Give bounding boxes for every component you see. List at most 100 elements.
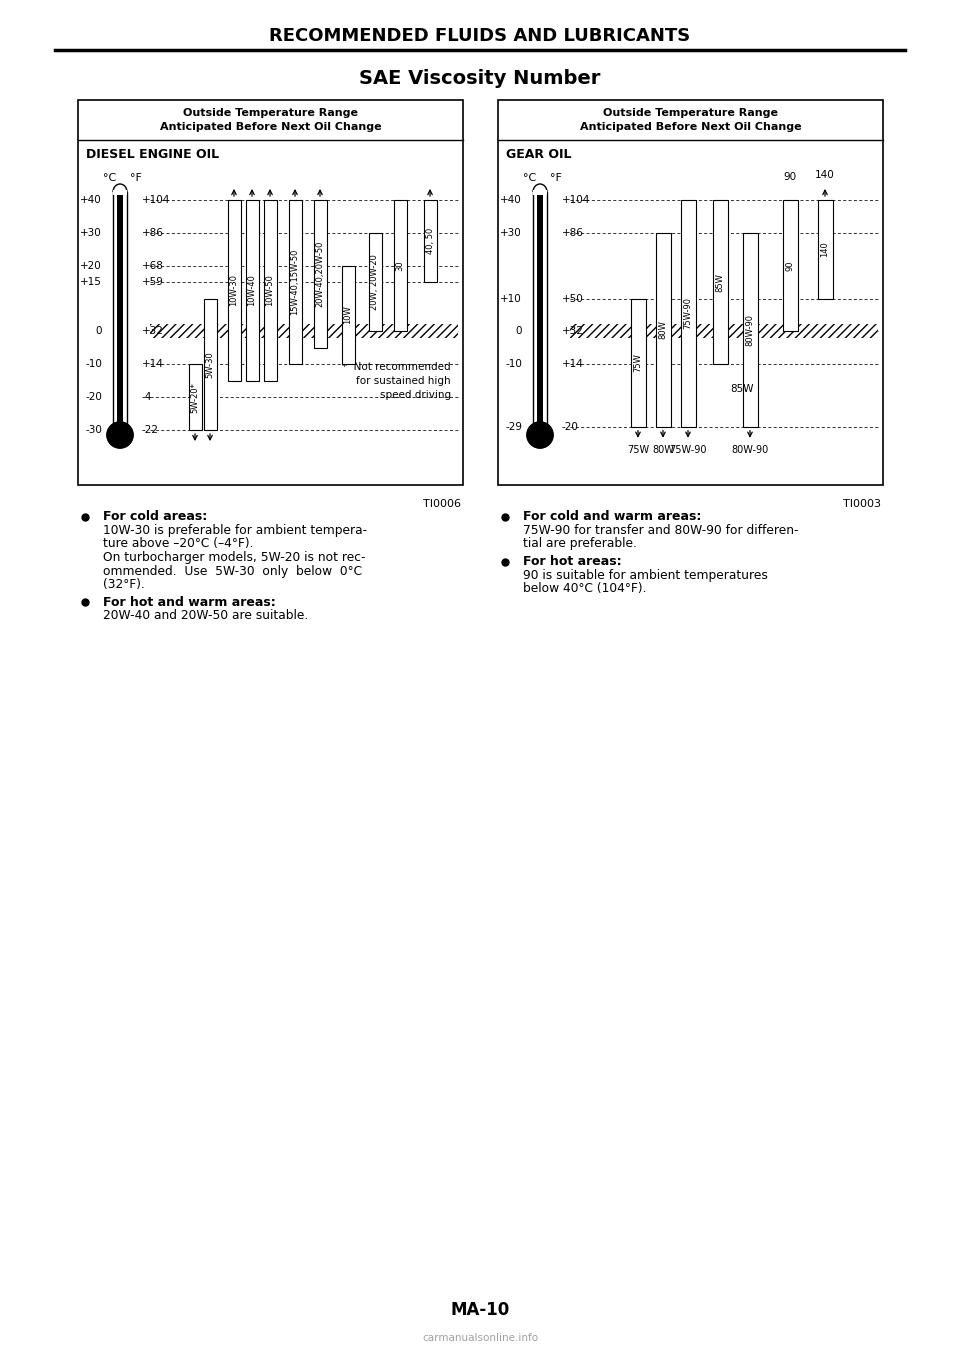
- Bar: [533, 190, 547, 196]
- Text: 10W-40: 10W-40: [248, 274, 256, 307]
- Text: MA-10: MA-10: [450, 1301, 510, 1319]
- Text: 80W: 80W: [659, 320, 667, 340]
- Bar: [78, 100, 463, 485]
- Text: 75W-90: 75W-90: [684, 297, 692, 330]
- Text: 75W-90 for transfer and 80W-90 for differen-: 75W-90 for transfer and 80W-90 for diffe…: [523, 524, 799, 536]
- Text: (32°F).: (32°F).: [103, 579, 145, 591]
- Text: 85W: 85W: [730, 384, 754, 394]
- Text: *  Not recommended
for sustained high
speed driving: * Not recommended for sustained high spe…: [343, 363, 451, 401]
- Text: +30: +30: [81, 228, 102, 238]
- Bar: [188, 364, 202, 430]
- Text: DIESEL ENGINE OIL: DIESEL ENGINE OIL: [86, 148, 219, 160]
- Text: TI0003: TI0003: [843, 498, 881, 509]
- Bar: [150, 325, 458, 338]
- Text: °C: °C: [523, 172, 537, 183]
- Circle shape: [107, 422, 133, 448]
- Text: +30: +30: [500, 228, 522, 238]
- Bar: [818, 200, 832, 299]
- Bar: [570, 325, 878, 338]
- Bar: [423, 200, 437, 282]
- Text: For cold areas:: For cold areas:: [103, 511, 207, 523]
- Text: 80W-90: 80W-90: [746, 314, 755, 346]
- Text: +32: +32: [142, 326, 164, 337]
- Bar: [314, 200, 326, 348]
- Text: 75W-90: 75W-90: [669, 444, 707, 455]
- Text: carmanualsonline.info: carmanualsonline.info: [422, 1334, 538, 1343]
- Text: -10: -10: [505, 360, 522, 369]
- Text: ture above –20°C (–4°F).: ture above –20°C (–4°F).: [103, 538, 253, 550]
- Bar: [742, 232, 757, 426]
- Bar: [656, 232, 670, 426]
- Text: 10W: 10W: [344, 306, 352, 325]
- Text: For hot and warm areas:: For hot and warm areas:: [103, 596, 276, 608]
- Text: +50: +50: [562, 293, 584, 304]
- Text: 90: 90: [783, 172, 797, 182]
- Text: +68: +68: [142, 261, 164, 270]
- Bar: [712, 200, 728, 364]
- Text: 75W: 75W: [634, 353, 642, 372]
- Bar: [117, 191, 123, 437]
- Text: -4: -4: [142, 392, 153, 402]
- Text: 10W-30: 10W-30: [229, 274, 238, 307]
- Bar: [369, 232, 381, 331]
- Bar: [150, 325, 458, 338]
- Text: 85W: 85W: [715, 273, 725, 292]
- Text: -22: -22: [142, 425, 159, 435]
- Text: °F: °F: [550, 172, 562, 183]
- Bar: [537, 191, 543, 437]
- Text: tial are preferable.: tial are preferable.: [523, 538, 636, 550]
- Text: On turbocharger models, 5W-20 is not rec-: On turbocharger models, 5W-20 is not rec…: [103, 551, 366, 564]
- Text: Outside Temperature Range
Anticipated Before Next Oil Change: Outside Temperature Range Anticipated Be…: [580, 109, 802, 132]
- Text: 140: 140: [815, 170, 835, 181]
- Text: For hot areas:: For hot areas:: [523, 555, 622, 568]
- Bar: [631, 299, 645, 426]
- Text: +20: +20: [81, 261, 102, 270]
- Bar: [681, 200, 695, 426]
- Text: 20W-40,20W-50: 20W-40,20W-50: [316, 240, 324, 307]
- Text: 0: 0: [95, 326, 102, 337]
- Bar: [289, 200, 301, 364]
- Text: 15W-40,15W-50: 15W-40,15W-50: [291, 249, 300, 315]
- Bar: [782, 200, 798, 331]
- Text: +10: +10: [500, 293, 522, 304]
- Text: -20: -20: [562, 422, 579, 432]
- Text: +14: +14: [142, 360, 164, 369]
- Text: ommended.  Use  5W-30  only  below  0°C: ommended. Use 5W-30 only below 0°C: [103, 565, 362, 577]
- Text: 90 is suitable for ambient temperatures: 90 is suitable for ambient temperatures: [523, 569, 768, 581]
- Bar: [394, 200, 406, 331]
- Text: 5W-20*: 5W-20*: [190, 382, 200, 413]
- Text: 0: 0: [516, 326, 522, 337]
- Text: 40, 50: 40, 50: [425, 228, 435, 254]
- Text: 80W: 80W: [652, 444, 674, 455]
- Text: +104: +104: [142, 196, 170, 205]
- Text: 90: 90: [785, 261, 795, 272]
- Text: 20W-40 and 20W-50 are suitable.: 20W-40 and 20W-50 are suitable.: [103, 608, 308, 622]
- Text: +104: +104: [562, 196, 590, 205]
- Text: below 40°C (104°F).: below 40°C (104°F).: [523, 583, 646, 595]
- Text: 140: 140: [821, 242, 829, 257]
- Bar: [342, 266, 354, 364]
- Text: +40: +40: [81, 196, 102, 205]
- Bar: [228, 200, 241, 380]
- Text: +86: +86: [562, 228, 584, 238]
- Circle shape: [527, 422, 553, 448]
- Text: -20: -20: [85, 392, 102, 402]
- Text: +15: +15: [80, 277, 102, 287]
- Text: GEAR OIL: GEAR OIL: [506, 148, 571, 160]
- Text: 10W-30 is preferable for ambient tempera-: 10W-30 is preferable for ambient tempera…: [103, 524, 367, 536]
- Text: +86: +86: [142, 228, 164, 238]
- Text: +14: +14: [562, 360, 584, 369]
- Text: +40: +40: [500, 196, 522, 205]
- Bar: [533, 191, 547, 435]
- Text: For cold and warm areas:: For cold and warm areas:: [523, 511, 702, 523]
- Bar: [570, 325, 878, 338]
- Text: 5W-30: 5W-30: [205, 350, 214, 378]
- Text: -29: -29: [505, 422, 522, 432]
- Text: RECOMMENDED FLUIDS AND LUBRICANTS: RECOMMENDED FLUIDS AND LUBRICANTS: [270, 27, 690, 45]
- Text: 80W-90: 80W-90: [732, 444, 769, 455]
- Bar: [113, 191, 127, 435]
- Text: +32: +32: [562, 326, 584, 337]
- Text: °C: °C: [104, 172, 116, 183]
- Text: 75W: 75W: [627, 444, 649, 455]
- Text: -10: -10: [85, 360, 102, 369]
